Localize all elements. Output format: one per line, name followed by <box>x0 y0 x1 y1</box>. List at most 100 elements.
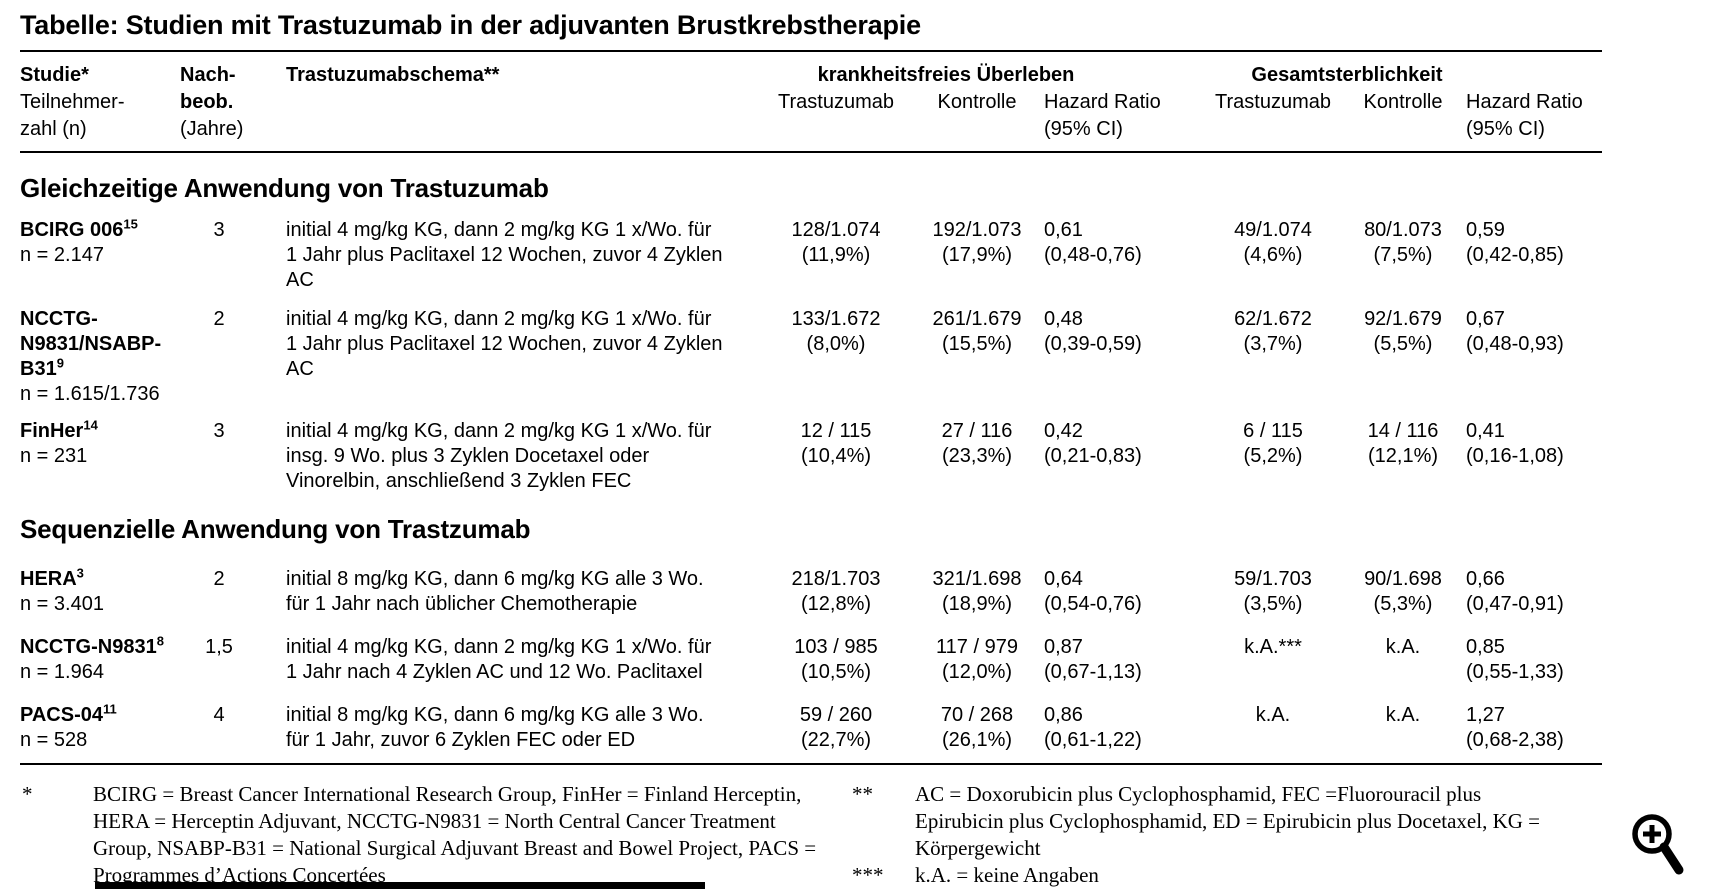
os-trastuzumab-value: 6 / 115 <box>1243 420 1303 442</box>
dfs-kontrolle-value: 117 / 979 <box>936 636 1018 658</box>
study-reference: 3 <box>76 565 84 581</box>
os-hr-value: 1,27 <box>1466 704 1505 726</box>
dfs-hr-ci: (0,39-0,59) <box>1044 333 1142 355</box>
followup-value: 3 <box>213 420 225 442</box>
os-trastuzumab-pct: (4,6%) <box>1243 244 1303 266</box>
divider-header <box>20 151 1602 153</box>
os-hr-ci: (0,48-0,93) <box>1466 333 1564 355</box>
os-hazard-ratio-cell: 1,27 (0,68-2,38) <box>1462 703 1602 753</box>
os-hr-value: 0,41 <box>1466 420 1505 442</box>
dfs-hazard-ratio-cell: 0,61 (0,48-0,76) <box>1042 218 1202 268</box>
os-trastuzumab-cell: 6 / 115 (5,2%) <box>1202 419 1344 469</box>
os-kontrolle-cell: k.A. <box>1344 703 1462 728</box>
schema-text: initial 8 mg/kg KG, dann 6 mg/kg KG alle… <box>286 568 704 615</box>
dfs-kontrolle-cell: 27 / 116 (23,3%) <box>912 419 1042 469</box>
os-group-title: Gesamtsterblichkeit <box>1251 64 1443 86</box>
os-kontrolle-cell: k.A. <box>1344 635 1462 660</box>
os-kontrolle-value: 14 / 116 <box>1367 420 1439 442</box>
study-participants: n = 1.615/1.736 <box>20 383 160 405</box>
os-kontrolle-value: 92/1.679 <box>1364 308 1442 330</box>
study-cell: FinHer14 n = 231 <box>20 417 178 469</box>
schema-text: initial 4 mg/kg KG, dann 2 mg/kg KG 1 x/… <box>286 308 723 380</box>
os-trastuzumab-value: 62/1.672 <box>1234 308 1312 330</box>
table-row: BCIRG 00615 n = 2.147 3 initial 4 mg/kg … <box>20 217 1602 293</box>
os-hazard-ratio-cell: 0,66 (0,47-0,91) <box>1462 567 1602 617</box>
dfs-hr-ci: (0,61-1,22) <box>1044 729 1142 751</box>
page-title: Tabelle: Studien mit Trastuzumab in der … <box>20 10 921 40</box>
dfs-trastuzumab-value: 12 / 115 <box>800 420 872 442</box>
followup-value: 2 <box>213 568 225 590</box>
study-cell: PACS-0411 n = 528 <box>20 702 178 753</box>
footnote-column-left: * BCIRG = Breast Cancer International Re… <box>20 781 850 889</box>
dfs-hr-ci: (0,54-0,76) <box>1044 593 1142 615</box>
footnote-text: AC = Doxorubicin plus Cyclophosphamid, F… <box>915 782 1541 860</box>
dfs-hr-ci: (0,67-1,13) <box>1044 661 1142 683</box>
zoom-in-icon[interactable] <box>1626 810 1688 882</box>
os-kontrolle-pct: (7,5%) <box>1373 244 1433 266</box>
study-participants: n = 231 <box>20 445 88 467</box>
dfs-hazard-ratio-cell: 0,48 (0,39-0,59) <box>1042 307 1202 357</box>
os-kontrolle-cell: 14 / 116 (12,1%) <box>1344 419 1462 469</box>
os-hr-ci: (0,42-0,85) <box>1466 244 1564 266</box>
table-row: NCCTG-N98318 n = 1.964 1,5 initial 4 mg/… <box>20 634 1602 685</box>
os-trastuzumab-cell: 59/1.703 (3,5%) <box>1202 567 1344 617</box>
os-kontrolle-pct: (12,1%) <box>1367 445 1439 467</box>
table-row: PACS-0411 n = 528 4 initial 8 mg/kg KG, … <box>20 702 1602 753</box>
os-trastuzumab-cell: k.A.*** <box>1202 635 1344 660</box>
schema-text: initial 4 mg/kg KG, dann 2 mg/kg KG 1 x/… <box>286 420 712 492</box>
footnote-marker: *** <box>852 863 884 887</box>
dfs-hazard-ratio-cell: 0,42 (0,21-0,83) <box>1042 419 1202 469</box>
divider-footnotes <box>20 763 1602 765</box>
footnote-marker: * <box>22 782 33 806</box>
dfs-trastuzumab-pct: (11,9%) <box>801 244 871 266</box>
dfs-trastuzumab-cell: 218/1.703 (12,8%) <box>760 567 912 617</box>
os-trastuzumab-value: 49/1.074 <box>1234 219 1312 241</box>
section-heading-sequential: Sequenzielle Anwendung von Trastzumab <box>20 514 531 544</box>
column-header-schema: Trastuzumabschema** <box>286 64 500 86</box>
dfs-trastuzumab-cell: 133/1.672 (8,0%) <box>760 307 912 357</box>
study-name: HERA <box>20 568 77 590</box>
dfs-group-title: krankheitsfreies Überleben <box>817 64 1075 86</box>
dfs-trastuzumab-pct: (12,8%) <box>800 593 872 615</box>
dfs-kontrolle-value: 27 / 116 <box>941 420 1013 442</box>
dfs-trastuzumab-pct: (10,5%) <box>800 661 872 683</box>
os-trastuzumab-value: k.A.*** <box>1244 636 1302 658</box>
os-trastuzumab-cell: 62/1.672 (3,7%) <box>1202 307 1344 357</box>
document-page: Tabelle: Studien mit Trastuzumab in der … <box>20 10 1602 889</box>
dfs-trastuzumab-value: 128/1.074 <box>791 219 881 241</box>
os-hazard-ratio-cell: 0,59 (0,42-0,85) <box>1462 218 1602 268</box>
os-hr-ci: (0,55-1,33) <box>1466 661 1564 683</box>
dfs-kontrolle-pct: (23,3%) <box>941 445 1013 467</box>
footnote-text: k.A. = keine Angaben <box>915 863 1099 887</box>
dfs-kontrolle-pct: (15,5%) <box>941 333 1013 355</box>
dfs-kontrolle-cell: 70 / 268 (26,1%) <box>912 703 1042 753</box>
dfs-hr-value: 0,48 <box>1044 308 1083 330</box>
study-cell: NCCTG-N98318 n = 1.964 <box>20 634 178 685</box>
os-kontrolle-value: k.A. <box>1385 636 1421 658</box>
study-name: FinHer <box>20 420 84 442</box>
dfs-hr-value: 0,42 <box>1044 420 1083 442</box>
os-kontrolle-cell: 92/1.679 (5,5%) <box>1344 307 1462 357</box>
column-header-os-hazard-ratio: Hazard Ratio (95% CI) <box>1466 91 1583 140</box>
os-trastuzumab-pct: (3,5%) <box>1243 593 1303 615</box>
study-participants: n = 528 <box>20 729 88 751</box>
study-reference: 14 <box>83 417 98 433</box>
schema-text: initial 4 mg/kg KG, dann 2 mg/kg KG 1 x/… <box>286 636 712 683</box>
os-kontrolle-value: 90/1.698 <box>1364 568 1442 590</box>
os-trastuzumab-value: 59/1.703 <box>1234 568 1312 590</box>
footnote-text: BCIRG = Breast Cancer International Rese… <box>93 782 817 887</box>
os-trastuzumab-value: k.A. <box>1255 704 1291 726</box>
study-cell: BCIRG 00615 n = 2.147 <box>20 217 178 268</box>
dfs-kontrolle-cell: 261/1.679 (15,5%) <box>912 307 1042 357</box>
dfs-kontrolle-pct: (18,9%) <box>941 593 1013 615</box>
dfs-trastuzumab-cell: 103 / 985 (10,5%) <box>760 635 912 685</box>
study-cell: NCCTG-N9831/NSABP-B319 n = 1.615/1.736 <box>20 307 178 407</box>
dfs-kontrolle-pct: (26,1%) <box>941 729 1013 751</box>
study-name: PACS-04 <box>20 704 103 726</box>
dfs-trastuzumab-cell: 12 / 115 (10,4%) <box>760 419 912 469</box>
study-participants: n = 2.147 <box>20 244 104 266</box>
clipped-text-bar <box>95 882 705 889</box>
column-header-os-trastuzumab: Trastuzumab <box>1215 91 1331 113</box>
column-header-os-kontrolle: Kontrolle <box>1363 91 1443 113</box>
column-header-dfs-kontrolle: Kontrolle <box>937 91 1017 113</box>
